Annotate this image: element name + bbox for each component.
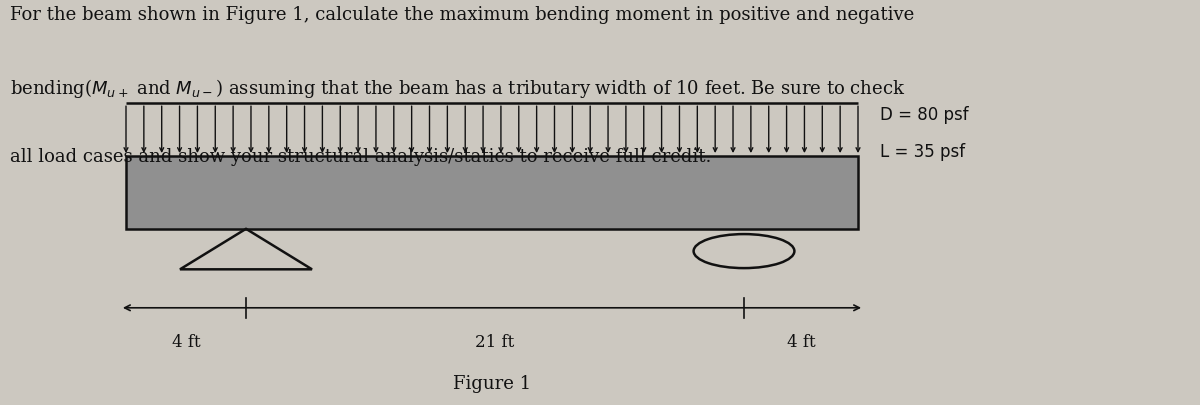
Text: For the beam shown in Figure 1, calculate the maximum bending moment in positive: For the beam shown in Figure 1, calculat… xyxy=(10,6,914,24)
Bar xyxy=(126,156,858,229)
Text: 21 ft: 21 ft xyxy=(475,334,515,351)
Text: D = 80 psf: D = 80 psf xyxy=(880,107,968,124)
Text: all load cases and show your structural analysis/statics to receive full credit.: all load cases and show your structural … xyxy=(10,148,710,166)
Text: bending($M_{u+}$ and $M_{u-}$) assuming that the beam has a tributary width of 1: bending($M_{u+}$ and $M_{u-}$) assuming … xyxy=(10,77,905,100)
Text: 4 ft: 4 ft xyxy=(172,334,200,351)
Text: Figure 1: Figure 1 xyxy=(452,375,532,393)
Text: 4 ft: 4 ft xyxy=(787,334,815,351)
Text: L = 35 psf: L = 35 psf xyxy=(880,143,965,161)
